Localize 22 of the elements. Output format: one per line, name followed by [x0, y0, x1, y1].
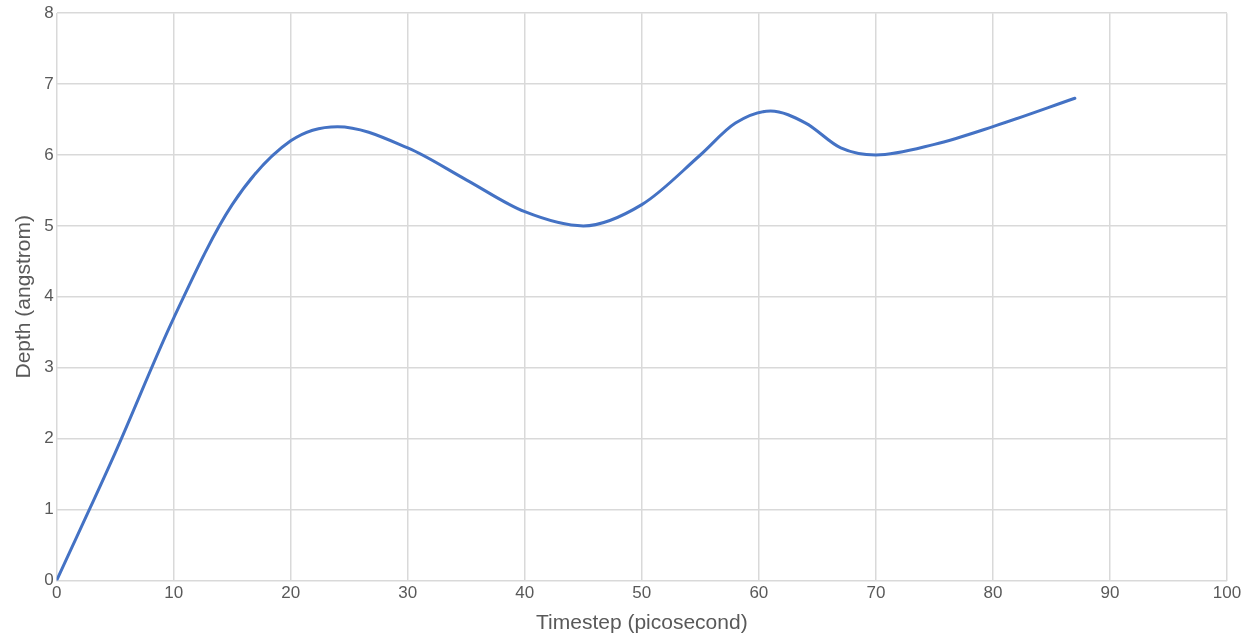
y-tick-label: 6	[44, 144, 54, 164]
x-tick-label: 30	[398, 583, 418, 603]
x-tick-label: 90	[1100, 583, 1120, 603]
y-tick-label: 7	[44, 73, 54, 93]
x-tick-label: 40	[515, 583, 535, 603]
y-tick-label: 2	[44, 428, 54, 448]
y-axis-title: Depth (angstrom)	[11, 215, 35, 379]
x-tick-label: 60	[749, 583, 769, 603]
y-tick-label: 5	[44, 215, 54, 235]
x-tick-label: 50	[632, 583, 652, 603]
y-tick-label: 3	[44, 357, 54, 377]
x-axis-title: Timestep (picosecond)	[536, 610, 748, 634]
y-tick-label: 8	[44, 2, 54, 22]
x-tick-label: 80	[983, 583, 1003, 603]
x-tick-label: 100	[1212, 583, 1242, 603]
line-series	[56, 96, 1077, 581]
y-tick-label: 1	[44, 499, 54, 519]
x-tick-label: 70	[866, 583, 886, 603]
y-tick-label: 4	[44, 286, 54, 306]
x-tick-label: 20	[281, 583, 301, 603]
y-tick-label: 0	[44, 570, 54, 590]
x-tick-label: 10	[164, 583, 184, 603]
